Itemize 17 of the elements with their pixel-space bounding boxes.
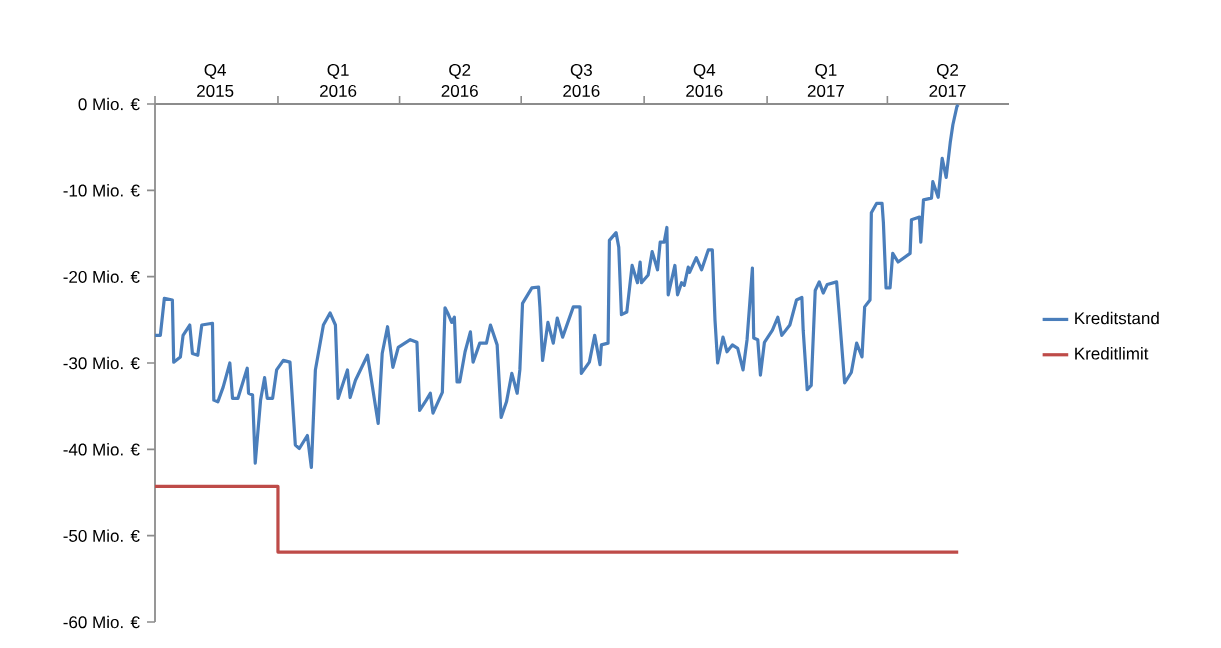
x-tick-label: Q1 2016 [320,63,357,97]
x-tick-label: Q4 2016 [686,63,723,97]
y-tick-label: -50 Mio. € [63,529,140,542]
y-tick-label: -40 Mio. € [63,443,140,456]
x-tick-label: Q2 2017 [929,63,966,97]
x-tick-label: Q4 2015 [197,63,234,97]
x-tick-label: Q2 2016 [441,63,478,97]
legend-label: Kreditlimit [1075,347,1149,360]
y-tick-label: 0 Mio. € [78,97,140,111]
y-tick-label: -10 Mio. € [63,184,140,197]
line-series [153,103,960,470]
y-tick-label: -30 Mio. € [63,356,140,370]
x-tick-label: Q1 2017 [807,63,844,97]
x-tick-label: Q3 2016 [563,63,600,97]
legend-label: Kreditstand [1075,311,1159,325]
y-tick-label: -60 Mio. € [63,615,140,629]
y-tick-label: -20 Mio. € [63,270,140,283]
